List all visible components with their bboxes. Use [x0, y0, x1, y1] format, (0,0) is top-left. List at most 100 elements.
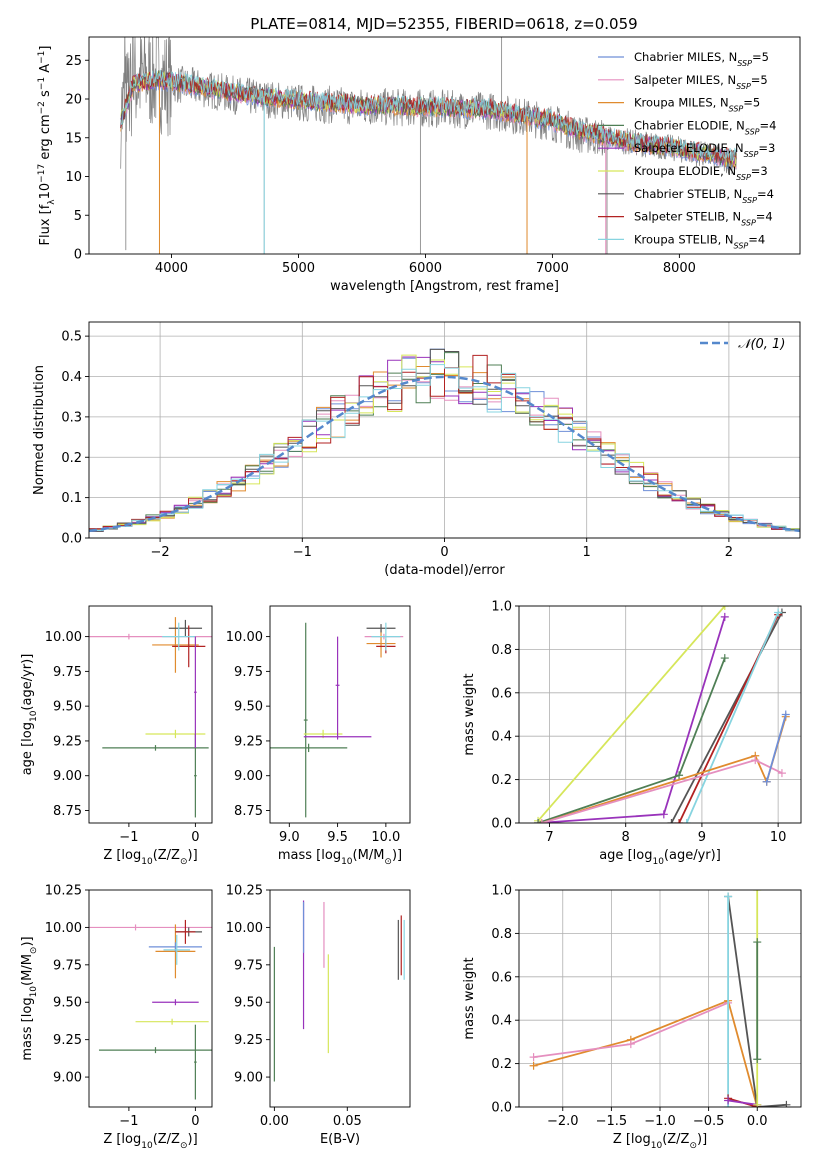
- weight-series-line: [765, 714, 787, 783]
- axes-frame: [518, 605, 802, 824]
- y-tick-label: 8.75: [53, 804, 82, 819]
- x-tick-label: 6000: [409, 261, 442, 276]
- spectrum-panel: 4000 5000 6000 7000 8000 0 5 10 15 20 25 wavelength…: [37, 36, 801, 294]
- y-tick-label: 10.00: [45, 921, 82, 936]
- axes-frame: [88, 36, 801, 255]
- y-tick-label: 10.00: [226, 630, 263, 645]
- weight-marker: [774, 608, 783, 617]
- legend-entry: Kroupa ELODIE, NSSP=3: [634, 164, 768, 182]
- weight-series-line: [727, 1099, 758, 1106]
- y-tick-label: 9.50: [53, 700, 82, 715]
- plot-area: [273, 900, 405, 1082]
- x-tick-label: 9.0: [279, 830, 300, 845]
- plot-area: [89, 919, 212, 1100]
- x-tick-label: −1.5: [596, 1114, 628, 1129]
- x-tick-label: 0.0: [747, 1114, 768, 1129]
- x-tick-label: 0: [191, 830, 199, 845]
- y-tick-label: 9.75: [53, 958, 82, 973]
- x-tick-label: −1: [119, 1114, 138, 1129]
- y-tick-label: 10.00: [226, 921, 263, 936]
- weight-marker: [675, 771, 684, 780]
- y-tick-label: 0.4: [61, 370, 82, 385]
- y-tick-label: 10.25: [45, 884, 82, 899]
- y-axis-label: mass [log10(M/M⊙)]: [20, 936, 39, 1060]
- x-axis-label: age [log10(age/yr)]: [599, 848, 721, 867]
- axes-frame: [88, 889, 213, 1108]
- y-tick-label: 1.0: [491, 600, 512, 615]
- weight-marker: [537, 819, 546, 823]
- x-tick-label: −0.5: [693, 1114, 725, 1129]
- x-tick-label: −1: [293, 545, 312, 560]
- y-tick-label: 0.2: [491, 1057, 512, 1072]
- y-axis-label: mass weight: [462, 673, 477, 755]
- y-tick-label: 9.50: [234, 700, 263, 715]
- weight-marker: [534, 819, 543, 823]
- x-tick-label: 0.00: [260, 1114, 289, 1129]
- y-tick-label: 9.75: [234, 958, 263, 973]
- weight-marker: [753, 1055, 762, 1064]
- y-tick-label: 0: [74, 248, 82, 263]
- histogram-step-line: [89, 348, 800, 532]
- x-axis-label: Z [log10(Z/Z⊙)]: [103, 848, 197, 867]
- weight-marker: [720, 654, 729, 663]
- age-vs-metallicity-panel: −1 0 8.75 9.00 9.25 9.50 9.75 10.00 Z [log10(Z/Z…: [20, 605, 213, 867]
- model-fit-line: [120, 69, 737, 162]
- y-tick-label: 9.00: [234, 1071, 263, 1086]
- weight-marker: [529, 1053, 538, 1062]
- weight-marker: [753, 938, 762, 947]
- y-tick-label: 9.25: [234, 1033, 263, 1048]
- x-axis-label: mass [log10(M/M⊙)]: [278, 848, 402, 867]
- weight-marker: [724, 1096, 733, 1105]
- y-tick-label: 0.5: [61, 330, 82, 345]
- x-tick-label: 4000: [155, 261, 188, 276]
- x-tick-label: 0: [440, 545, 448, 560]
- y-axis-label: Normed distribution: [32, 365, 47, 495]
- x-tick-label: 2: [725, 545, 733, 560]
- y-tick-label: 1.0: [491, 884, 512, 899]
- y-tick-label: 0.6: [491, 686, 512, 701]
- histogram-step-line: [89, 364, 800, 532]
- x-tick-label: 10.0: [371, 830, 400, 845]
- x-tick-label: 1: [583, 545, 591, 560]
- y-tick-label: 9.25: [53, 1033, 82, 1048]
- x-tick-label: 9: [698, 830, 706, 845]
- weight-series-line: [685, 612, 779, 823]
- y-tick-label: 0.8: [491, 643, 512, 658]
- y-tick-label: 8.75: [234, 804, 263, 819]
- y-tick-label: 9.00: [234, 769, 263, 784]
- y-tick-label: 0.8: [491, 927, 512, 942]
- y-tick-label: 10.00: [45, 630, 82, 645]
- y-tick-label: 0.4: [491, 1014, 512, 1029]
- weight-marker: [626, 1040, 635, 1049]
- weight-marker: [667, 819, 676, 823]
- y-tick-label: 0.2: [61, 451, 82, 466]
- y-tick-label: 9.25: [53, 734, 82, 749]
- legend-entry: Chabrier STELIB, NSSP=4: [634, 187, 774, 205]
- x-axis-label: Z [log10(Z/Z⊙)]: [103, 1132, 197, 1151]
- x-tick-label: 7: [545, 830, 553, 845]
- y-tick-label: 0.4: [491, 730, 512, 745]
- histogram-step-line: [89, 354, 800, 532]
- x-tick-label: 5000: [282, 261, 315, 276]
- plot-area: [529, 890, 791, 1107]
- x-tick-label: 8000: [663, 261, 696, 276]
- legend-entry: Chabrier MILES, NSSP=5: [634, 50, 769, 68]
- mass-vs-metallicity-panel: −1 0 9.00 9.25 9.50 9.75 10.00 10.25 Z [log10(Z/…: [20, 884, 213, 1151]
- x-tick-label: 7000: [536, 261, 569, 276]
- y-tick-label: 9.00: [53, 769, 82, 784]
- weight-marker: [753, 1100, 762, 1107]
- legend-entry: Chabrier ELODIE, NSSP=4: [634, 118, 776, 136]
- weight-marker: [777, 769, 786, 778]
- y-tick-label: 0.0: [491, 817, 512, 832]
- y-tick-label: 0.0: [491, 1101, 512, 1116]
- y-tick-label: 15: [65, 131, 82, 146]
- y-tick-label: 0.1: [61, 491, 82, 506]
- y-tick-label: 5: [74, 209, 82, 224]
- y-tick-label: 25: [65, 54, 82, 69]
- y-tick-label: 0.0: [61, 532, 82, 547]
- x-tick-label: 0: [191, 1114, 199, 1129]
- plot-area: [270, 622, 404, 818]
- weight-marker: [781, 710, 790, 719]
- weight-marker: [782, 1100, 791, 1107]
